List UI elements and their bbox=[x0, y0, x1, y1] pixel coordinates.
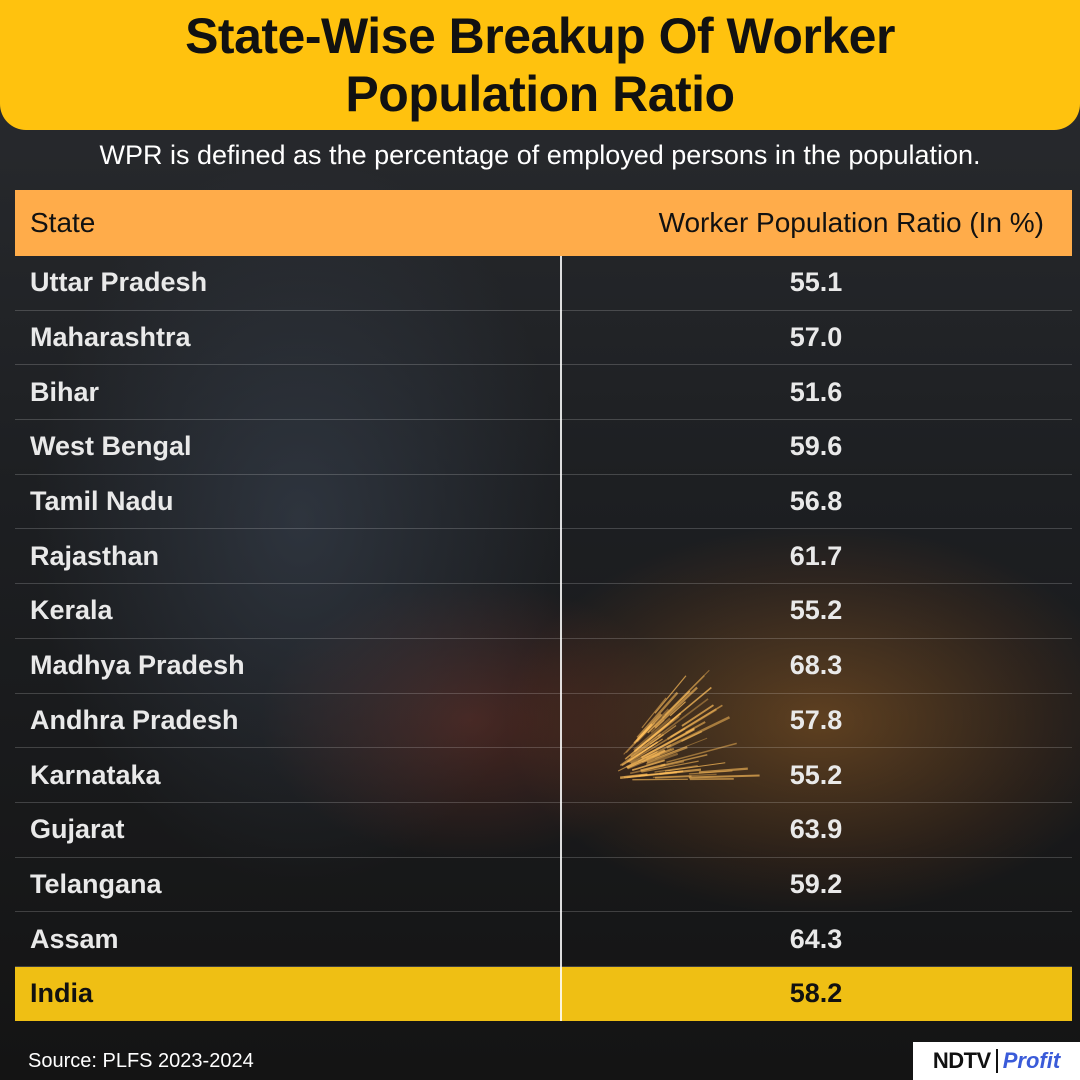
column-header-state: State bbox=[30, 207, 96, 238]
wpr-table: State Worker Population Ratio (In %) Utt… bbox=[15, 190, 1072, 1021]
wpr-value: 61.7 bbox=[789, 540, 843, 571]
spark-streak bbox=[631, 759, 665, 772]
spark-streak bbox=[641, 697, 667, 729]
spark-streak bbox=[627, 747, 675, 770]
spark-streak bbox=[670, 704, 723, 738]
spark-streak bbox=[664, 762, 726, 772]
state-name: Uttar Pradesh bbox=[30, 267, 208, 298]
spark-streak bbox=[669, 686, 712, 723]
spark-streak bbox=[626, 741, 659, 763]
source-note: Source: PLFS 2023-2024 bbox=[28, 1050, 254, 1072]
spark-streak bbox=[688, 770, 733, 775]
total-row: India 58.2 bbox=[15, 966, 1072, 1021]
state-name: Assam bbox=[30, 923, 119, 954]
table-row: Maharashtra 57.0 bbox=[15, 311, 1072, 366]
spark-streak bbox=[630, 733, 662, 758]
spark-streak bbox=[681, 704, 714, 727]
spark-streak bbox=[664, 669, 710, 716]
wpr-value: 59.6 bbox=[789, 431, 843, 462]
state-name: Madhya Pradesh bbox=[30, 650, 245, 681]
state-name: Karnataka bbox=[30, 759, 161, 790]
logo-ndtv-text: NDTV bbox=[932, 1048, 991, 1073]
spark-streak bbox=[666, 742, 737, 763]
table-row: Gujarat 63.9 bbox=[15, 803, 1072, 858]
table-row: Telangana 59.2 bbox=[15, 858, 1072, 913]
state-name: Bihar bbox=[30, 376, 100, 407]
wpr-value: 68.3 bbox=[789, 650, 843, 681]
state-name: Gujarat bbox=[30, 814, 125, 845]
spark-streak bbox=[666, 716, 731, 749]
spark-streak bbox=[654, 775, 692, 779]
wpr-value: 57.8 bbox=[789, 704, 843, 735]
spark-streak bbox=[654, 686, 698, 729]
spark-streak bbox=[617, 750, 658, 772]
table-body: Uttar Pradesh 55.1 Maharashtra 57.0 Bihar 51.… bbox=[15, 256, 1072, 1021]
spark-streak bbox=[628, 727, 686, 763]
spark-streak bbox=[646, 746, 688, 764]
total-state: India bbox=[30, 978, 94, 1009]
state-name: Rajasthan bbox=[30, 540, 160, 571]
spark-streak bbox=[654, 764, 698, 773]
table-row: Kerala 55.2 bbox=[15, 584, 1072, 639]
spark-streak bbox=[655, 737, 708, 759]
table-row: Madhya Pradesh 68.3 bbox=[15, 639, 1072, 694]
state-name: Tamil Nadu bbox=[30, 486, 174, 517]
state-name: West Bengal bbox=[30, 431, 192, 462]
state-name: Andhra Pradesh bbox=[30, 704, 239, 735]
wpr-value: 63.9 bbox=[789, 814, 843, 845]
spark-streak bbox=[641, 760, 699, 773]
table-row: Rajasthan 61.7 bbox=[15, 529, 1072, 585]
table-row: Bihar 51.6 bbox=[15, 365, 1072, 421]
spark-streak bbox=[660, 753, 708, 767]
spark-streak bbox=[640, 728, 695, 759]
spark-streak bbox=[647, 690, 691, 734]
page-subtitle: WPR is defined as the percentage of empl… bbox=[99, 140, 981, 170]
spark-streak bbox=[650, 719, 665, 733]
spark-streak bbox=[636, 713, 663, 741]
spark-streak bbox=[619, 773, 648, 779]
wpr-value: 55.2 bbox=[789, 759, 843, 790]
wpr-value: 64.3 bbox=[789, 923, 843, 954]
spark-streak bbox=[645, 748, 665, 760]
wpr-value: 51.6 bbox=[789, 376, 843, 407]
state-name: Telangana bbox=[30, 868, 162, 899]
spark-streak bbox=[669, 701, 686, 717]
total-value: 58.2 bbox=[789, 978, 843, 1009]
spark-streak bbox=[652, 773, 717, 779]
logo-profit-text: Profit bbox=[1002, 1048, 1061, 1073]
ndtv-profit-logo: NDTV Profit bbox=[913, 1042, 1080, 1080]
spark-streak bbox=[633, 717, 671, 752]
spark-streak bbox=[645, 752, 679, 766]
wpr-value: 57.0 bbox=[789, 322, 843, 353]
table-row: Assam 64.3 bbox=[15, 912, 1072, 967]
wpr-value: 59.2 bbox=[789, 868, 843, 899]
spark-streak bbox=[698, 767, 748, 774]
spark-streak bbox=[657, 698, 709, 738]
spark-streak bbox=[654, 675, 687, 714]
spark-streak bbox=[636, 691, 679, 739]
wpr-value: 55.2 bbox=[789, 595, 843, 626]
spark-streak bbox=[685, 721, 706, 734]
column-header-wpr: Worker Population Ratio (In %) bbox=[658, 207, 1044, 238]
table-row: Andhra Pradesh 57.8 bbox=[15, 694, 1072, 749]
logo-separator bbox=[995, 1049, 998, 1073]
wpr-value: 56.8 bbox=[789, 486, 843, 517]
spark-streak bbox=[688, 774, 760, 779]
column-divider bbox=[560, 256, 562, 1021]
state-name: Maharashtra bbox=[30, 322, 191, 353]
table-row: Uttar Pradesh 55.1 bbox=[15, 256, 1072, 311]
spark-streak bbox=[651, 747, 672, 758]
wpr-value: 55.1 bbox=[789, 267, 843, 298]
table-row: West Bengal 59.6 bbox=[15, 420, 1072, 475]
spark-streak bbox=[619, 733, 664, 767]
page-title: State-Wise Breakup Of Worker Population … bbox=[185, 8, 895, 122]
title-banner: State-Wise Breakup Of Worker Population … bbox=[0, 0, 1080, 130]
spark-streak bbox=[647, 716, 680, 743]
table-row: Karnataka 55.2 bbox=[15, 748, 1072, 803]
state-name: Kerala bbox=[30, 595, 113, 626]
table-row: Tamil Nadu 56.8 bbox=[15, 475, 1072, 530]
table-header: State Worker Population Ratio (In %) bbox=[15, 190, 1072, 256]
